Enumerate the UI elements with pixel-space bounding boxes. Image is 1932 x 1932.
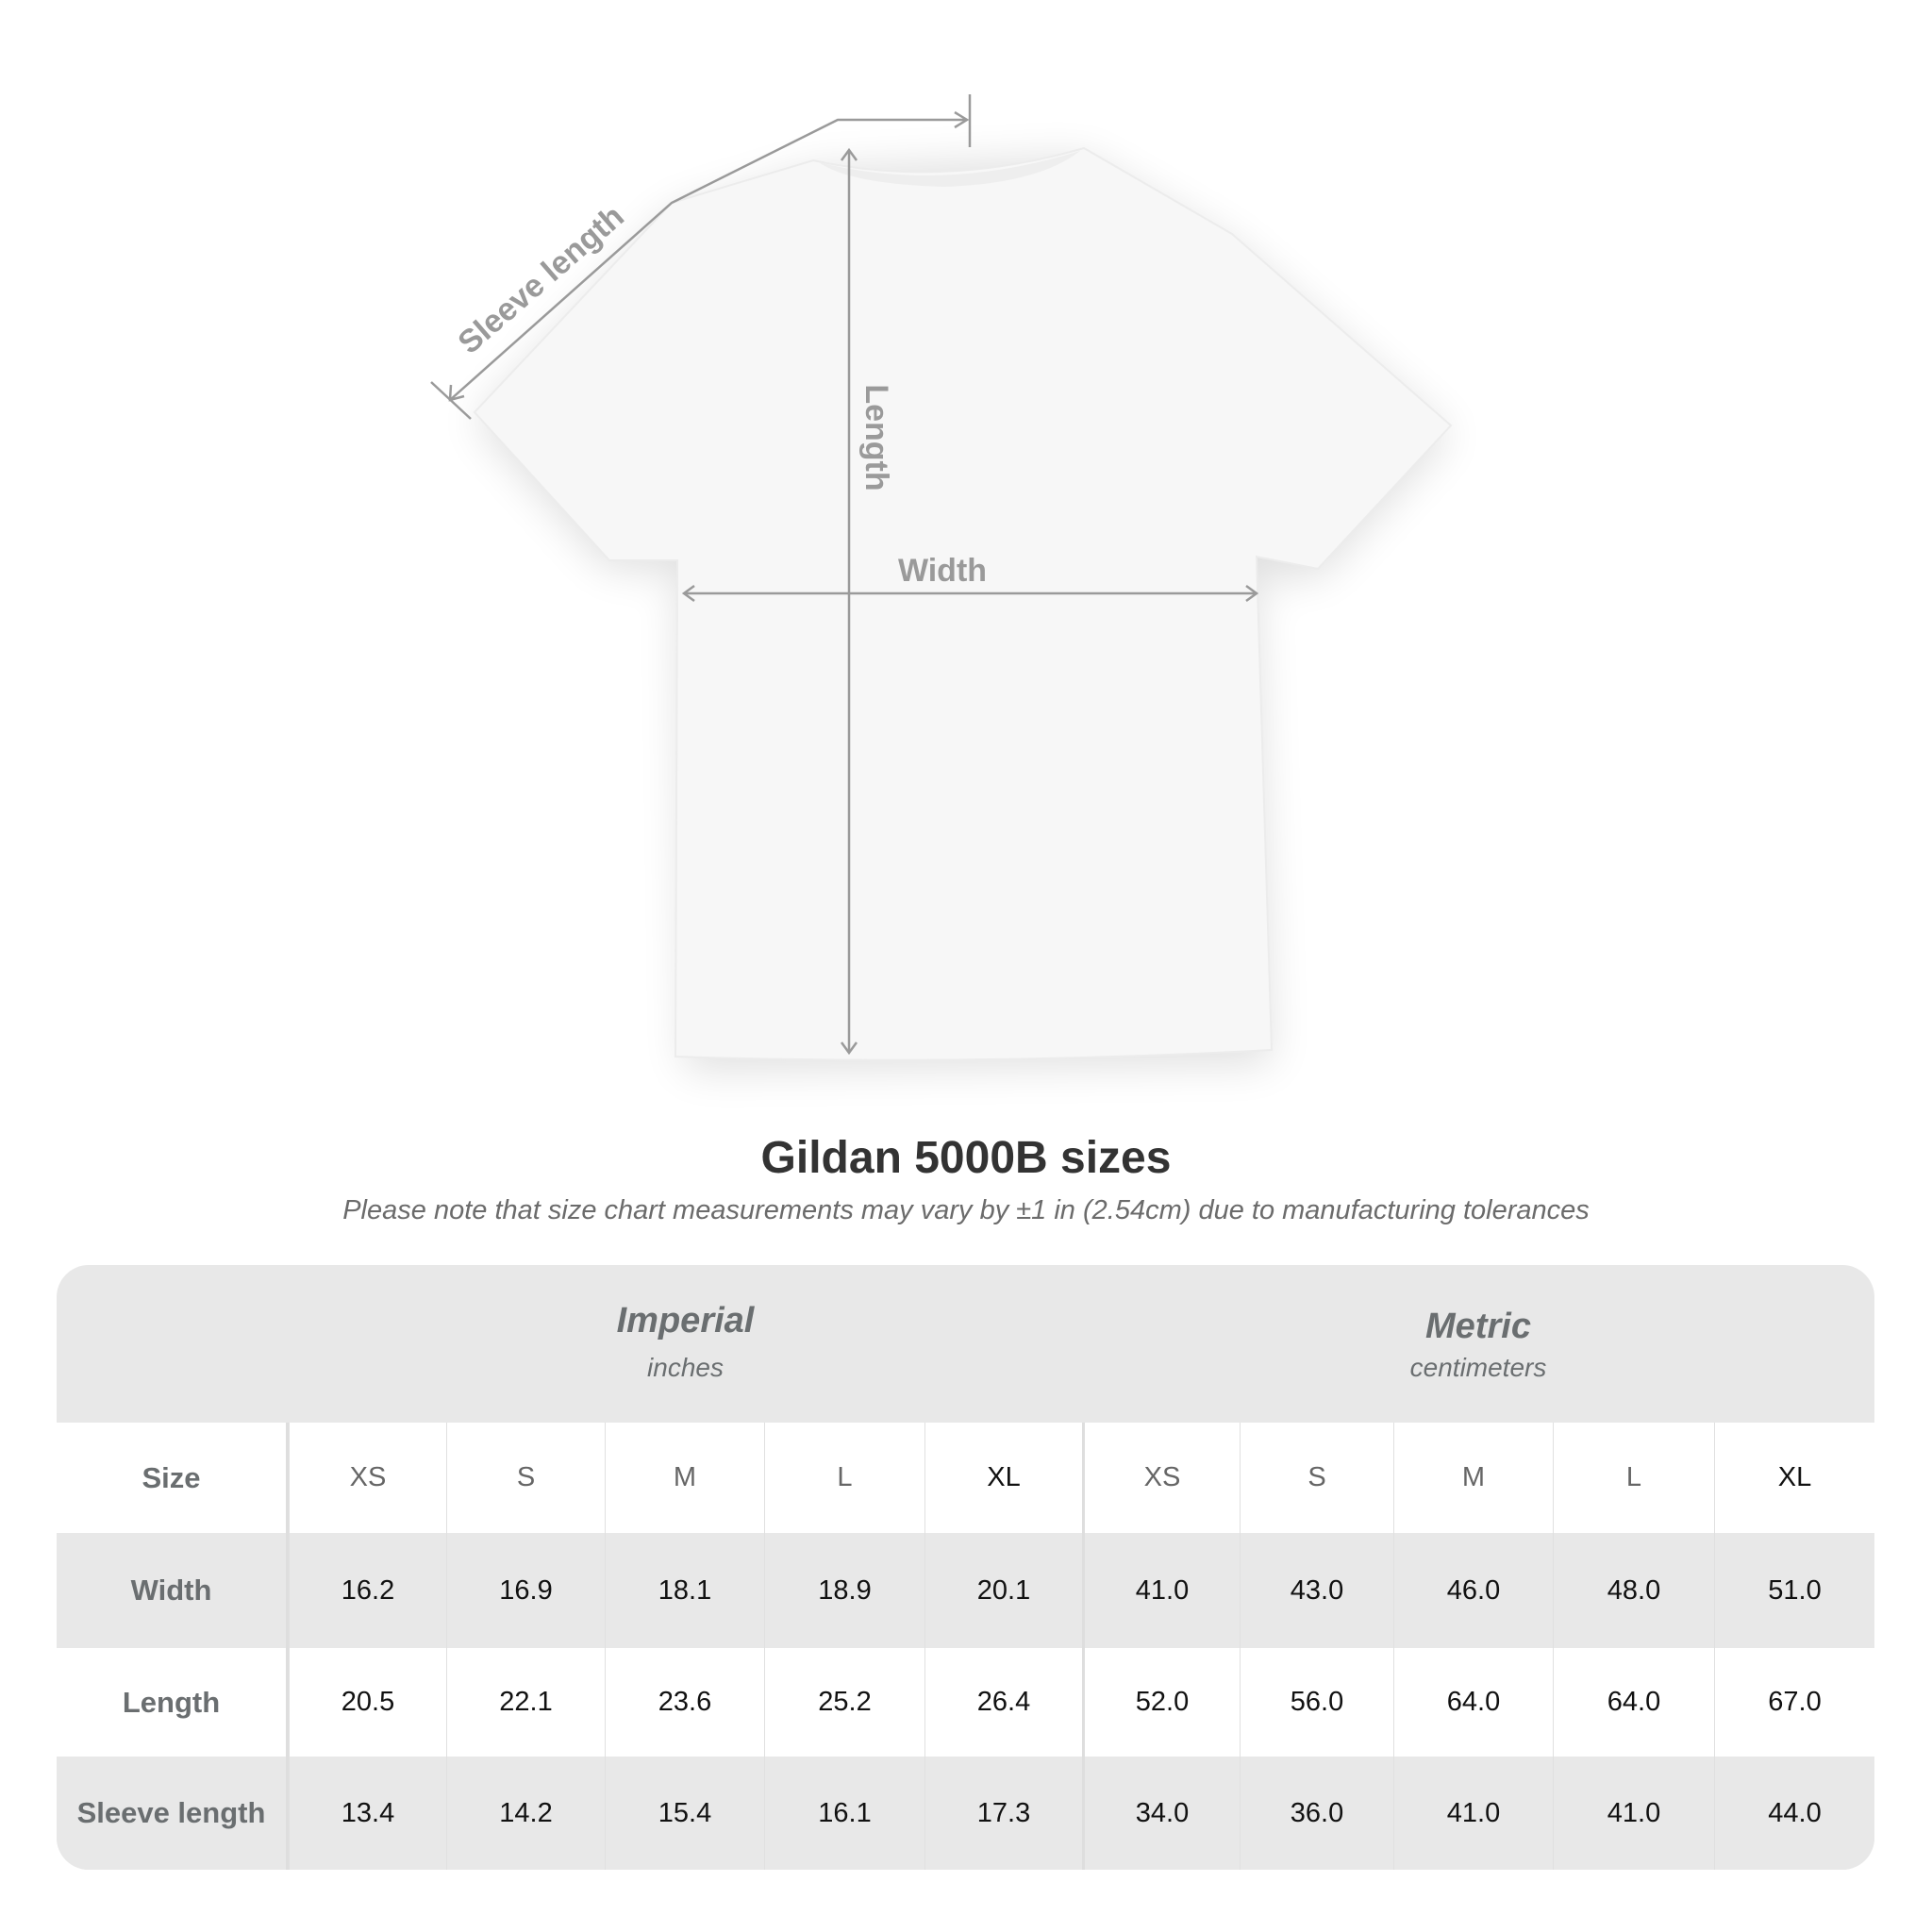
- row-label: Sleeve length: [57, 1757, 289, 1870]
- table-cell: 43.0: [1240, 1533, 1393, 1648]
- table-cell: 64.0: [1393, 1648, 1553, 1757]
- size-header-cell: M: [1393, 1423, 1553, 1533]
- size-header-cell: XL: [924, 1423, 1082, 1533]
- table-cell: 44.0: [1714, 1757, 1874, 1870]
- table-cell: 14.2: [446, 1757, 605, 1870]
- imperial-unit: inches: [647, 1353, 724, 1382]
- table-cell: 15.4: [605, 1757, 764, 1870]
- size-header-cell: XS: [1082, 1423, 1240, 1533]
- table-cell: 41.0: [1082, 1533, 1240, 1648]
- table-cell: 46.0: [1393, 1533, 1553, 1648]
- tshirt: [473, 146, 1453, 1061]
- size-header-cell: XS: [289, 1423, 446, 1533]
- table-cell: 25.2: [764, 1648, 924, 1757]
- table-row: Width 16.2 16.9 18.1 18.9 20.1 41.0 43.0 46.0 48.…: [57, 1533, 1874, 1648]
- width-label: Width: [898, 553, 987, 589]
- table-cell: 22.1: [446, 1648, 605, 1757]
- size-table: Imperial inches Metric centimeters Size X…: [57, 1265, 1874, 1870]
- table-cell: 18.9: [764, 1533, 924, 1648]
- table-cell: 48.0: [1553, 1533, 1714, 1648]
- table-cell: 18.1: [605, 1533, 764, 1648]
- size-header-cell: S: [446, 1423, 605, 1533]
- tolerance-note: Please note that size chart measurements…: [342, 1195, 1590, 1225]
- tshirt-diagram: Sleeve length Length Width: [430, 94, 1453, 1071]
- table-row: Length 20.5 22.1 23.6 25.2 26.4 52.0 56.0 64.0 64…: [57, 1648, 1874, 1757]
- metric-unit: centimeters: [1409, 1353, 1547, 1382]
- table-cell: 17.3: [924, 1757, 1082, 1870]
- size-header-cell: L: [764, 1423, 924, 1533]
- size-header-cell: XL: [1714, 1423, 1874, 1533]
- table-cell: 23.6: [605, 1648, 764, 1757]
- size-header-cell: M: [605, 1423, 764, 1533]
- sleeve-measure-line: [449, 118, 967, 401]
- imperial-label: Imperial: [616, 1301, 755, 1341]
- page-title: Gildan 5000B sizes: [760, 1133, 1172, 1183]
- table-cell: 16.9: [446, 1533, 605, 1648]
- table-cell: 41.0: [1553, 1757, 1714, 1870]
- imperial-header: Imperial inches: [289, 1265, 1082, 1423]
- metric-header: Metric centimeters: [1082, 1265, 1874, 1423]
- table-cell: 20.1: [924, 1533, 1082, 1648]
- table-cell: 52.0: [1082, 1648, 1240, 1757]
- table-cell: 20.5: [289, 1648, 446, 1757]
- table-row: Sleeve length 13.4 14.2 15.4 16.1 17.3 34.0 36.…: [57, 1757, 1874, 1870]
- table-cell: 67.0: [1714, 1648, 1874, 1757]
- table-cell: 41.0: [1393, 1757, 1553, 1870]
- table-cell: 16.2: [289, 1533, 446, 1648]
- table-cell: 64.0: [1553, 1648, 1714, 1757]
- table-cell: 56.0: [1240, 1648, 1393, 1757]
- size-header-row: Size XS S M L XL XS S M L XL: [57, 1423, 1874, 1533]
- row-label: Length: [57, 1648, 289, 1757]
- table-cell: 16.1: [764, 1757, 924, 1870]
- table-cell: 34.0: [1082, 1757, 1240, 1870]
- metric-label: Metric: [1425, 1307, 1531, 1346]
- table-cell: 36.0: [1240, 1757, 1393, 1870]
- size-header-cell: S: [1240, 1423, 1393, 1533]
- table-cell: 51.0: [1714, 1533, 1874, 1648]
- table-cell: 26.4: [924, 1648, 1082, 1757]
- table-cell: 13.4: [289, 1757, 446, 1870]
- size-header-cell: L: [1553, 1423, 1714, 1533]
- row-label: Size: [57, 1423, 289, 1533]
- row-label: Width: [57, 1533, 289, 1648]
- length-label: Length: [858, 384, 894, 491]
